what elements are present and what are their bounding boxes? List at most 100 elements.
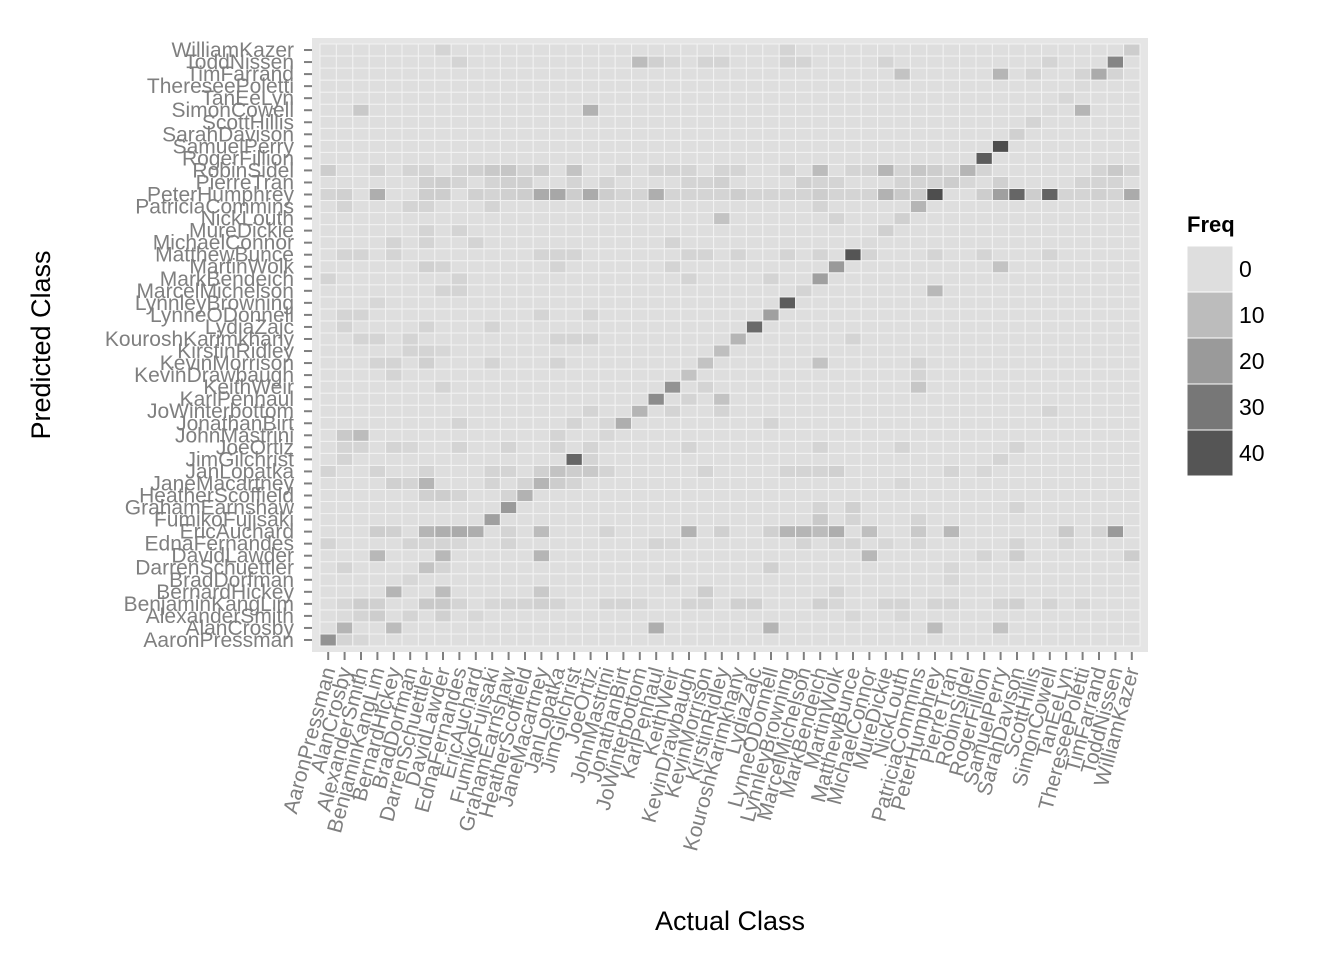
heatmap-cell (745, 212, 764, 226)
heatmap-cell (467, 621, 485, 635)
heatmap-cell (713, 260, 731, 274)
heatmap-cell (467, 260, 485, 274)
heatmap-cell (926, 43, 944, 57)
heatmap-cell (713, 139, 731, 153)
heatmap-cell (942, 440, 961, 454)
heatmap-cell (335, 103, 354, 117)
heatmap-cell (762, 55, 780, 69)
heatmap-cell (696, 476, 715, 490)
heatmap-cell (959, 356, 977, 370)
heatmap-cell (926, 464, 944, 478)
heatmap-cell (516, 320, 534, 334)
heatmap-cell (1057, 344, 1075, 358)
heatmap-cell (696, 621, 715, 635)
heatmap-cell (368, 296, 387, 310)
heatmap-cell (696, 151, 715, 165)
heatmap-cell (1024, 452, 1043, 466)
heatmap-cell (1123, 43, 1141, 57)
heatmap-cell (565, 272, 583, 286)
heatmap-cell (516, 633, 534, 647)
heatmap-cell (516, 296, 534, 310)
legend-key (1186, 383, 1234, 431)
heatmap-cell (713, 380, 731, 394)
heatmap-cell (827, 597, 846, 611)
heatmap-cell (1123, 452, 1141, 466)
heatmap-cell (1024, 260, 1043, 274)
heatmap-cell (401, 187, 419, 202)
heatmap-cell (598, 260, 616, 274)
heatmap-cell (696, 464, 715, 478)
heatmap-cell (713, 621, 731, 635)
heatmap-cell (450, 212, 469, 226)
heatmap-cell (778, 573, 797, 587)
heatmap-cell (598, 501, 616, 515)
heatmap-cell (745, 127, 764, 141)
heatmap-cell (434, 356, 452, 370)
heatmap-cell (434, 103, 452, 117)
heatmap-cell (516, 585, 534, 599)
heatmap-cell (959, 513, 977, 527)
heatmap-cell (926, 476, 944, 490)
heatmap-cell (893, 43, 911, 57)
heatmap-cell (417, 103, 436, 117)
heatmap-cell (1024, 392, 1043, 406)
heatmap-cell (631, 127, 649, 141)
heatmap-cell (1073, 452, 1092, 466)
heatmap-cell (1008, 248, 1026, 262)
heatmap-cell (335, 464, 354, 478)
heatmap-cell (1106, 103, 1125, 117)
heatmap-cell (893, 537, 911, 551)
heatmap-cell (598, 212, 616, 226)
heatmap-cell (368, 561, 387, 575)
heatmap-cell (844, 452, 862, 466)
heatmap-cell (565, 561, 583, 575)
heatmap-cell (1090, 344, 1108, 358)
heatmap-cell (795, 248, 813, 262)
heatmap-cell (319, 55, 337, 69)
heatmap-cell (614, 633, 633, 647)
heatmap-cell (778, 464, 797, 478)
heatmap-cell (499, 260, 518, 274)
y-axis-tick-label: MarkBendeich (160, 268, 294, 291)
heatmap-cell (352, 163, 370, 177)
heatmap-cell (1057, 272, 1075, 286)
heatmap-cell (352, 488, 370, 503)
heatmap-cell (893, 609, 911, 623)
heatmap-cell (762, 260, 780, 274)
heatmap-cell (434, 392, 452, 406)
heatmap-cell (942, 236, 961, 250)
heatmap-cell (860, 127, 879, 141)
heatmap-cell (811, 428, 829, 442)
heatmap-cell (352, 356, 370, 370)
heatmap-cell (1041, 187, 1059, 202)
heatmap-cell (811, 452, 829, 466)
heatmap-cell (499, 488, 518, 503)
heatmap-cell (401, 416, 419, 430)
heatmap-cell (909, 248, 928, 262)
heatmap-cell (614, 284, 633, 298)
heatmap-cell (631, 91, 649, 105)
heatmap-cell (745, 296, 764, 310)
heatmap-cell (729, 163, 747, 177)
heatmap-cell (713, 633, 731, 647)
heatmap-cell (598, 272, 616, 286)
heatmap-cell (909, 272, 928, 286)
heatmap-cell (713, 537, 731, 551)
heatmap-cell (581, 236, 600, 250)
heatmap-cell (450, 621, 469, 635)
heatmap-cell (581, 585, 600, 599)
heatmap-cell (434, 320, 452, 334)
heatmap-cell (549, 549, 567, 563)
heatmap-cell (893, 115, 911, 129)
heatmap-cell (844, 151, 862, 165)
heatmap-cell (926, 187, 944, 202)
heatmap-cell (1123, 55, 1141, 69)
heatmap-cell (1008, 91, 1026, 105)
heatmap-cell (565, 404, 583, 418)
heatmap-cell (680, 452, 698, 466)
heatmap-cell (663, 356, 682, 370)
heatmap-cell (631, 260, 649, 274)
heatmap-cell (745, 609, 764, 623)
heatmap-cell (1041, 284, 1059, 298)
heatmap-cell (959, 43, 977, 57)
